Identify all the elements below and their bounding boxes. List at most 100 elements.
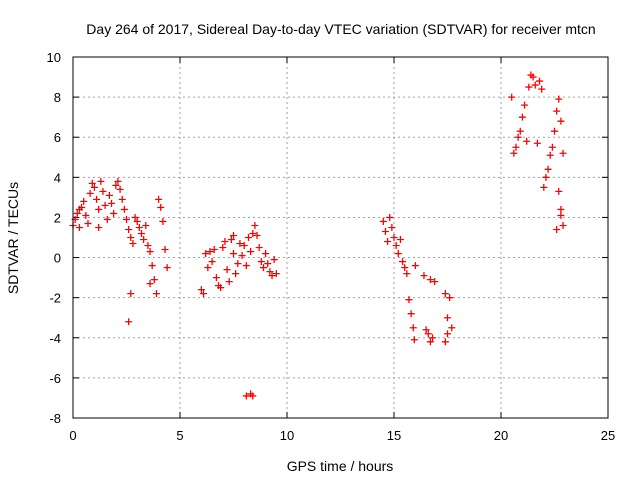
data-point bbox=[161, 246, 169, 254]
data-point bbox=[557, 211, 565, 219]
data-point bbox=[163, 264, 171, 272]
data-point bbox=[232, 270, 240, 278]
data-point bbox=[223, 266, 231, 274]
axis-ticks: 0 5 10 15 20 25 -8 -6 -4 -2 0 2 4 6 8 10 bbox=[47, 50, 616, 443]
data-point bbox=[140, 236, 148, 244]
data-point bbox=[133, 217, 141, 225]
data-point bbox=[210, 246, 218, 254]
data-point bbox=[242, 262, 250, 270]
data-point bbox=[206, 248, 214, 256]
data-point bbox=[105, 191, 113, 199]
data-point bbox=[518, 113, 526, 121]
y-tick-label: 8 bbox=[54, 90, 61, 105]
y-tick-label: -4 bbox=[49, 331, 61, 346]
y-tick-label: -8 bbox=[49, 411, 61, 426]
grid-lines bbox=[73, 57, 608, 418]
data-point bbox=[247, 248, 255, 256]
data-point bbox=[557, 205, 565, 213]
data-point bbox=[555, 95, 563, 103]
data-point bbox=[272, 270, 280, 278]
y-tick-label: 0 bbox=[54, 251, 61, 266]
data-point bbox=[379, 217, 387, 225]
data-point bbox=[155, 195, 163, 203]
data-point bbox=[73, 209, 81, 217]
data-point bbox=[536, 77, 544, 85]
data-point bbox=[426, 276, 434, 284]
data-point bbox=[146, 280, 154, 288]
data-point bbox=[255, 244, 263, 252]
data-point bbox=[202, 250, 210, 258]
data-point bbox=[244, 234, 252, 241]
data-point bbox=[120, 205, 128, 213]
data-point bbox=[396, 236, 404, 244]
data-point bbox=[125, 318, 133, 326]
data-point bbox=[386, 213, 394, 221]
data-point bbox=[135, 223, 143, 231]
data-point bbox=[238, 252, 246, 260]
data-point bbox=[394, 250, 402, 258]
plot-frame bbox=[72, 56, 609, 419]
data-point bbox=[525, 83, 533, 91]
data-point bbox=[429, 334, 437, 342]
data-point bbox=[221, 238, 229, 246]
data-point bbox=[257, 258, 265, 266]
data-point bbox=[546, 151, 554, 159]
data-point bbox=[542, 173, 550, 181]
data-point bbox=[125, 225, 133, 233]
data-point bbox=[86, 189, 94, 197]
data-point bbox=[444, 330, 451, 338]
data-point bbox=[219, 244, 227, 252]
data-point bbox=[75, 205, 83, 213]
x-tick-label: 20 bbox=[494, 428, 508, 443]
data-point bbox=[227, 236, 235, 244]
x-tick-label: 10 bbox=[280, 428, 294, 443]
data-point bbox=[407, 310, 415, 318]
data-point bbox=[148, 262, 156, 270]
x-tick-label: 15 bbox=[387, 428, 401, 443]
data-point bbox=[142, 221, 150, 229]
data-point bbox=[384, 238, 392, 246]
data-point bbox=[409, 324, 417, 332]
data-point bbox=[95, 223, 103, 231]
data-point bbox=[95, 205, 103, 213]
data-point bbox=[259, 264, 267, 272]
x-tick-label: 5 bbox=[176, 428, 183, 443]
data-point bbox=[230, 250, 237, 258]
data-point bbox=[426, 338, 434, 346]
data-point bbox=[150, 276, 158, 284]
data-point bbox=[249, 229, 257, 237]
y-tick-label: 2 bbox=[54, 210, 61, 225]
data-point bbox=[559, 149, 567, 157]
chart-title: Day 264 of 2017, Sidereal Day-to-day VTE… bbox=[86, 21, 595, 37]
data-point bbox=[538, 85, 546, 93]
x-tick-label: 25 bbox=[601, 428, 615, 443]
data-point bbox=[212, 274, 220, 282]
data-point bbox=[230, 231, 237, 239]
data-point bbox=[152, 290, 160, 298]
data-point bbox=[512, 143, 520, 151]
x-tick-label: 0 bbox=[69, 428, 76, 443]
data-point bbox=[420, 272, 428, 280]
data-points bbox=[69, 71, 567, 400]
data-point bbox=[90, 183, 98, 191]
data-point bbox=[240, 242, 248, 250]
data-point bbox=[225, 278, 233, 286]
data-point bbox=[390, 234, 398, 241]
data-point bbox=[264, 260, 272, 268]
data-point bbox=[262, 250, 270, 258]
data-point bbox=[110, 209, 118, 217]
data-point bbox=[108, 199, 116, 207]
data-point bbox=[268, 272, 276, 280]
data-point bbox=[217, 284, 225, 292]
data-point bbox=[93, 195, 101, 203]
data-point bbox=[531, 81, 539, 89]
data-point bbox=[388, 223, 396, 231]
data-point bbox=[159, 217, 167, 225]
data-point bbox=[441, 290, 449, 298]
data-point bbox=[540, 183, 548, 191]
data-point bbox=[399, 258, 407, 266]
data-point bbox=[146, 248, 154, 256]
data-point bbox=[123, 215, 130, 223]
data-point bbox=[208, 258, 216, 266]
data-point bbox=[80, 197, 88, 205]
